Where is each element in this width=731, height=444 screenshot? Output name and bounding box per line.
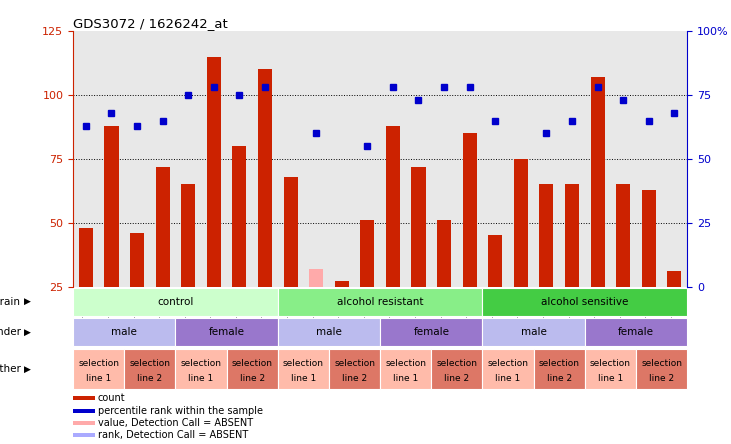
Text: line 2: line 2 [444, 374, 469, 384]
Bar [360, 220, 374, 286]
Bar [463, 133, 477, 286]
Text: male: male [520, 327, 547, 337]
Text: line 1: line 1 [393, 374, 418, 384]
Text: male: male [316, 327, 342, 337]
Text: selection: selection [590, 360, 631, 369]
Text: rank, Detection Call = ABSENT: rank, Detection Call = ABSENT [98, 430, 248, 440]
Bar [73, 433, 94, 437]
Bar [284, 177, 298, 286]
Text: line 1: line 1 [496, 374, 520, 384]
Text: selection: selection [334, 360, 375, 369]
Text: selection: selection [539, 360, 580, 369]
Text: selection: selection [78, 360, 119, 369]
Text: selection: selection [488, 360, 529, 369]
Text: line 1: line 1 [598, 374, 623, 384]
Bar [616, 184, 630, 286]
Text: gender: gender [0, 327, 21, 337]
Bar [79, 228, 93, 286]
Text: female: female [618, 327, 654, 337]
Bar [227, 349, 278, 389]
Bar [73, 421, 94, 424]
Text: line 2: line 2 [342, 374, 367, 384]
Bar [642, 190, 656, 286]
Bar [482, 318, 585, 346]
Bar [667, 271, 681, 286]
Bar [585, 318, 687, 346]
Text: value, Detection Call = ABSENT: value, Detection Call = ABSENT [98, 418, 253, 428]
Text: selection: selection [641, 360, 682, 369]
Text: female: female [208, 327, 245, 337]
Text: other: other [0, 364, 21, 374]
Bar [232, 146, 246, 286]
Text: male: male [111, 327, 137, 337]
Bar [278, 288, 482, 316]
Text: count: count [98, 393, 125, 403]
Text: line 1: line 1 [189, 374, 213, 384]
Bar [514, 159, 528, 286]
Text: selection: selection [436, 360, 477, 369]
Text: percentile rank within the sample: percentile rank within the sample [98, 406, 262, 416]
Text: selection: selection [232, 360, 273, 369]
Text: line 2: line 2 [240, 374, 265, 384]
Bar [175, 318, 278, 346]
Text: ▶: ▶ [24, 328, 31, 337]
Bar [156, 166, 170, 286]
Bar [73, 288, 278, 316]
Text: line 2: line 2 [547, 374, 572, 384]
Bar [329, 349, 380, 389]
Text: line 2: line 2 [137, 374, 162, 384]
Bar [124, 349, 175, 389]
Bar [534, 349, 585, 389]
Bar [130, 233, 144, 286]
Bar [636, 349, 687, 389]
Text: ▶: ▶ [24, 365, 31, 374]
Bar [73, 409, 94, 413]
Text: GDS3072 / 1626242_at: GDS3072 / 1626242_at [73, 17, 228, 30]
Bar [73, 396, 94, 400]
Text: control: control [157, 297, 194, 307]
Bar [181, 184, 195, 286]
Bar [73, 318, 175, 346]
Text: selection: selection [129, 360, 170, 369]
Text: alcohol resistant: alcohol resistant [337, 297, 423, 307]
Text: selection: selection [283, 360, 324, 369]
Bar [278, 318, 380, 346]
Text: line 2: line 2 [649, 374, 674, 384]
Bar [380, 349, 431, 389]
Text: alcohol sensitive: alcohol sensitive [541, 297, 629, 307]
Text: strain: strain [0, 297, 21, 307]
Bar [73, 349, 124, 389]
Text: ▶: ▶ [24, 297, 31, 306]
Bar [175, 349, 227, 389]
Bar [431, 349, 482, 389]
Bar [278, 349, 329, 389]
Bar [386, 126, 400, 286]
Bar [565, 184, 579, 286]
Bar [591, 77, 605, 286]
Bar [437, 220, 451, 286]
Bar [482, 349, 534, 389]
Text: selection: selection [181, 360, 221, 369]
Bar [482, 288, 687, 316]
Text: selection: selection [385, 360, 426, 369]
Text: line 1: line 1 [86, 374, 111, 384]
Bar [207, 57, 221, 286]
Bar [585, 349, 636, 389]
Bar [488, 235, 502, 286]
Text: line 1: line 1 [291, 374, 316, 384]
Bar [380, 318, 482, 346]
Text: female: female [413, 327, 450, 337]
Bar [412, 166, 425, 286]
Bar [258, 69, 272, 286]
Bar [335, 281, 349, 286]
Bar [309, 269, 323, 286]
Bar [539, 184, 553, 286]
Bar [105, 126, 118, 286]
